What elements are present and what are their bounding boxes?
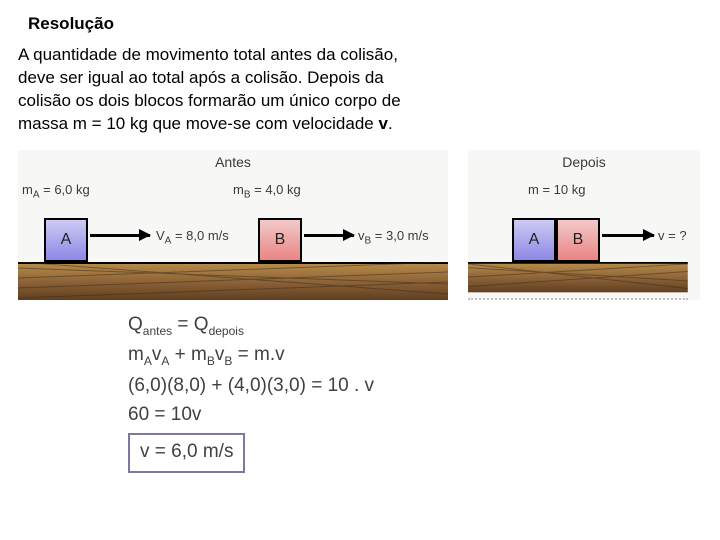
arrow-after <box>602 234 654 237</box>
vb-label: vB = 3,0 m/s <box>358 228 429 247</box>
block-b-after: B <box>556 218 600 262</box>
para-line2: deve ser igual ao total após a colisão. … <box>18 68 384 87</box>
eq2-r: = m.v <box>232 344 284 365</box>
para-line4a: massa m = 10 kg que move-se com velocida… <box>18 114 378 133</box>
intro-paragraph: A quantidade de movimento total antes da… <box>18 44 702 136</box>
eq2-vb: v <box>215 344 225 365</box>
eq3: (6,0)(8,0) + (4,0)(3,0) = 10 . v <box>128 371 702 400</box>
eq2-ma: m <box>128 344 144 365</box>
mb-sub: B <box>244 189 251 200</box>
va-label: VA = 8,0 m/s <box>156 228 229 247</box>
ground-after <box>468 262 688 300</box>
va-sym: V <box>156 228 165 243</box>
eq4: 60 = 10v <box>128 400 702 429</box>
mb-val: = 4,0 kg <box>251 182 301 197</box>
eq2-va: v <box>152 344 162 365</box>
ground-before <box>18 262 448 300</box>
ma-sym: m <box>22 182 33 197</box>
eq2-as: A <box>144 354 152 368</box>
vb-val: = 3,0 m/s <box>375 228 429 243</box>
va-sub: A <box>165 235 172 246</box>
eq2-cs: B <box>207 354 215 368</box>
panel-after-title: Depois <box>562 154 606 170</box>
eq1: Qantes = Qdepois <box>128 310 702 340</box>
arrow-a-before <box>90 234 150 237</box>
v-after-label: v = ? <box>658 228 687 243</box>
va-val: = 8,0 m/s <box>175 228 229 243</box>
para-line1: A quantidade de movimento total antes da… <box>18 45 398 64</box>
mass-after-label: m = 10 kg <box>528 182 585 197</box>
panel-before: Antes mA = 6,0 kg VA = 8,0 m/s mB = 4,0 … <box>18 150 448 300</box>
ma-sub: A <box>33 189 40 200</box>
mass-a-label: mA = 6,0 kg <box>22 182 90 201</box>
ma-val: = 6,0 kg <box>40 182 90 197</box>
equations-block: Qantes = Qdepois mAvA + mBvB = m.v (6,0)… <box>128 310 702 473</box>
result-box: v = 6,0 m/s <box>128 433 245 472</box>
block-b-before: B <box>258 218 302 262</box>
page-title: Resolução <box>28 14 702 34</box>
block-a-before: A <box>44 218 88 262</box>
mb-sym: m <box>233 182 244 197</box>
eq2-plus: + m <box>169 344 206 365</box>
panel-after: Depois m = 10 kg v = ? A B <box>468 150 700 300</box>
eq2: mAvA + mBvB = m.v <box>128 340 702 370</box>
eq1-ls: antes <box>143 324 172 338</box>
block-a-after: A <box>512 218 556 262</box>
eq1-Ql: Q <box>128 314 143 335</box>
eq5: v = 6,0 m/s <box>128 429 702 472</box>
eq1-mid: = Q <box>172 314 208 335</box>
para-line4b: . <box>388 114 393 133</box>
para-v: v <box>378 114 387 133</box>
panel-before-title: Antes <box>215 154 251 170</box>
diagram-row: Antes mA = 6,0 kg VA = 8,0 m/s mB = 4,0 … <box>18 150 702 300</box>
mass-b-label: mB = 4,0 kg <box>233 182 301 201</box>
eq1-rs: depois <box>209 324 244 338</box>
para-line3: colisão os dois blocos formarão um único… <box>18 91 401 110</box>
vb-sub: B <box>365 235 372 246</box>
arrow-b-before <box>304 234 354 237</box>
